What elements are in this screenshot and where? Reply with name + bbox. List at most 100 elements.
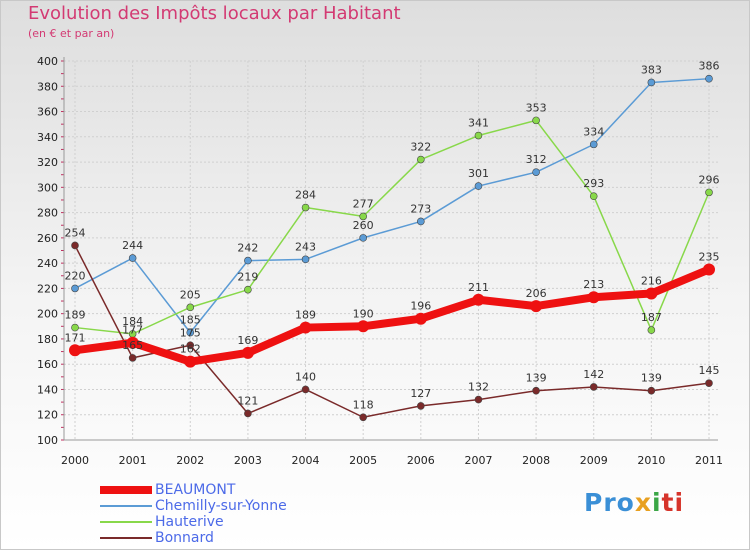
y-tick-label: 400 <box>37 55 58 68</box>
series-line-chemilly-sur-yonne <box>74 77 710 334</box>
legend-label: BEAUMONT <box>155 482 236 498</box>
data-point-beaumont <box>184 355 197 368</box>
x-tick-label: 2007 <box>464 454 492 467</box>
data-label-bonnard: 142 <box>583 368 604 381</box>
x-tick-label: 2006 <box>407 454 435 467</box>
chart-title: Evolution des Impôts locaux par Habitant <box>28 3 401 24</box>
data-point-chemilly-sur-yonne <box>474 182 483 190</box>
y-tick-label: 220 <box>37 282 58 295</box>
y-tick-label: 280 <box>37 207 58 220</box>
data-label-chemilly-sur-yonne: 185 <box>180 314 201 327</box>
legend-swatch <box>100 537 152 539</box>
data-point-beaumont <box>299 321 312 334</box>
data-point-beaumont <box>530 300 543 313</box>
data-point-bonnard <box>474 395 483 404</box>
data-label-beaumont: 213 <box>583 278 604 291</box>
data-point-chemilly-sur-yonne <box>705 74 713 83</box>
data-point-beaumont <box>587 291 600 304</box>
data-label-bonnard: 118 <box>353 398 374 411</box>
data-label-hauterive: 277 <box>353 197 374 210</box>
x-tick-label: 2010 <box>637 454 665 467</box>
legend-label: Chemilly-sur-Yonne <box>155 498 287 514</box>
data-point-chemilly-sur-yonne <box>359 234 367 242</box>
y-tick-label: 300 <box>37 181 58 194</box>
legend-label: Bonnard <box>155 530 214 546</box>
legend-swatch <box>100 505 152 507</box>
data-point-bonnard <box>128 354 137 362</box>
data-label-beaumont: 189 <box>295 309 316 322</box>
data-label-chemilly-sur-yonne: 386 <box>699 60 720 73</box>
data-label-bonnard: 175 <box>180 326 201 339</box>
data-point-bonnard <box>705 379 713 387</box>
data-point-hauterive <box>417 155 425 164</box>
data-point-hauterive <box>71 323 79 332</box>
y-tick-label: 360 <box>37 106 58 119</box>
x-tick-label: 2009 <box>580 454 608 467</box>
y-tick-label: 100 <box>37 434 58 447</box>
data-point-bonnard <box>589 383 598 391</box>
data-point-hauterive <box>705 188 713 197</box>
data-label-bonnard: 121 <box>237 394 258 407</box>
chart-subtitle: (en € et par an) <box>28 27 115 40</box>
data-point-beaumont <box>126 336 139 349</box>
data-point-chemilly-sur-yonne <box>71 284 79 293</box>
data-label-hauterive: 322 <box>410 141 431 154</box>
data-label-beaumont: 211 <box>468 281 489 294</box>
data-label-bonnard: 132 <box>468 381 489 394</box>
series-line-bonnard <box>74 244 710 419</box>
x-tick-label: 2002 <box>176 454 204 467</box>
data-point-hauterive <box>186 303 195 312</box>
data-point-chemilly-sur-yonne <box>647 78 656 87</box>
y-tick-label: 200 <box>37 308 58 321</box>
data-point-chemilly-sur-yonne <box>244 256 252 265</box>
data-label-bonnard: 145 <box>699 364 720 377</box>
data-label-beaumont: 169 <box>237 334 258 347</box>
data-label-chemilly-sur-yonne: 220 <box>65 269 86 282</box>
data-point-hauterive <box>647 326 656 334</box>
data-label-hauterive: 219 <box>237 271 258 284</box>
data-label-beaumont: 171 <box>65 331 86 344</box>
x-tick-label: 2004 <box>292 454 320 467</box>
data-label-bonnard: 139 <box>641 372 662 385</box>
data-point-bonnard <box>186 341 195 350</box>
data-label-beaumont: 206 <box>526 287 547 300</box>
data-point-chemilly-sur-yonne <box>301 255 310 264</box>
data-label-hauterive: 187 <box>641 311 662 324</box>
data-point-bonnard <box>647 386 656 395</box>
data-point-bonnard <box>71 241 79 250</box>
data-point-hauterive <box>301 203 310 212</box>
data-label-bonnard: 140 <box>295 370 316 383</box>
series-line-beaumont <box>71 265 713 366</box>
data-label-beaumont: 235 <box>699 250 720 263</box>
data-point-chemilly-sur-yonne <box>128 254 137 262</box>
data-point-hauterive <box>532 116 540 125</box>
y-tick-label: 160 <box>37 358 58 371</box>
y-tick-label: 140 <box>37 383 58 396</box>
data-label-chemilly-sur-yonne: 243 <box>295 240 316 253</box>
data-point-beaumont <box>69 344 81 357</box>
data-label-chemilly-sur-yonne: 312 <box>526 153 547 166</box>
data-label-chemilly-sur-yonne: 260 <box>353 219 374 232</box>
data-point-hauterive <box>589 192 598 200</box>
y-tick-label: 340 <box>37 131 58 144</box>
x-tick-label: 2008 <box>522 454 550 467</box>
data-point-chemilly-sur-yonne <box>186 328 195 337</box>
data-point-bonnard <box>359 413 367 422</box>
data-label-hauterive: 296 <box>699 173 720 186</box>
data-point-bonnard <box>301 385 310 394</box>
data-point-beaumont <box>472 293 485 306</box>
data-label-chemilly-sur-yonne: 244 <box>122 239 143 252</box>
data-point-hauterive <box>359 212 367 221</box>
data-label-hauterive: 184 <box>122 315 143 328</box>
legend-swatch <box>100 521 152 523</box>
data-point-bonnard <box>532 386 540 395</box>
y-tick-label: 260 <box>37 232 58 245</box>
data-point-chemilly-sur-yonne <box>589 140 598 149</box>
data-label-chemilly-sur-yonne: 301 <box>468 167 489 180</box>
x-tick-label: 2011 <box>695 454 723 467</box>
data-label-hauterive: 205 <box>180 288 201 301</box>
data-label-bonnard: 127 <box>410 387 431 400</box>
data-point-hauterive <box>474 131 483 140</box>
